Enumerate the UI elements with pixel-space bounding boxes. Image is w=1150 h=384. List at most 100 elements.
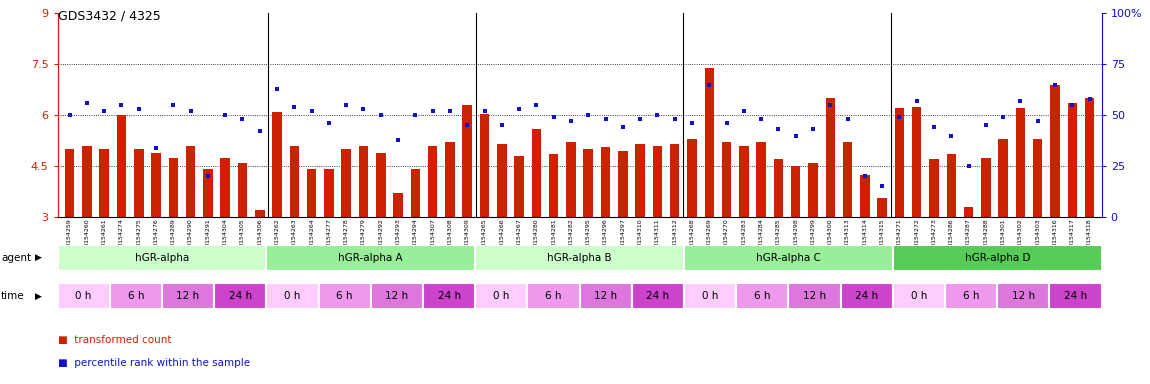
Text: 24 h: 24 h bbox=[229, 291, 252, 301]
Text: time: time bbox=[1, 291, 25, 301]
Bar bbox=[912, 107, 921, 217]
Text: hGR-alpha A: hGR-alpha A bbox=[338, 253, 402, 263]
Text: 6 h: 6 h bbox=[963, 291, 980, 301]
Point bbox=[925, 124, 943, 131]
Bar bbox=[514, 156, 524, 217]
Bar bbox=[370, 283, 423, 309]
Text: ▶: ▶ bbox=[34, 291, 41, 301]
Bar bbox=[169, 157, 178, 217]
Bar bbox=[945, 283, 997, 309]
Point bbox=[61, 112, 79, 118]
Bar bbox=[307, 169, 316, 217]
Text: 12 h: 12 h bbox=[595, 291, 618, 301]
Point bbox=[1045, 81, 1064, 88]
Point bbox=[1011, 98, 1029, 104]
Bar bbox=[186, 146, 196, 217]
Bar bbox=[1015, 108, 1025, 217]
Bar bbox=[600, 147, 611, 217]
Point bbox=[216, 112, 235, 118]
Bar bbox=[273, 112, 282, 217]
Bar bbox=[475, 245, 684, 271]
Point bbox=[268, 86, 286, 92]
Point bbox=[1063, 102, 1081, 108]
Point bbox=[821, 102, 839, 108]
Point bbox=[1028, 118, 1046, 124]
Point bbox=[976, 122, 995, 128]
Bar bbox=[757, 142, 766, 217]
Point bbox=[182, 108, 200, 114]
Bar bbox=[684, 283, 736, 309]
Bar bbox=[58, 283, 109, 309]
Text: 6 h: 6 h bbox=[545, 291, 561, 301]
Bar bbox=[929, 159, 938, 217]
Bar bbox=[1084, 98, 1095, 217]
Text: 24 h: 24 h bbox=[1064, 291, 1087, 301]
Text: 12 h: 12 h bbox=[385, 291, 408, 301]
Bar bbox=[531, 129, 542, 217]
Text: 24 h: 24 h bbox=[856, 291, 879, 301]
Point bbox=[475, 108, 493, 114]
Bar bbox=[423, 283, 475, 309]
Point bbox=[752, 116, 770, 122]
Bar bbox=[705, 68, 714, 217]
Bar bbox=[684, 245, 892, 271]
Bar bbox=[670, 144, 680, 217]
Text: 12 h: 12 h bbox=[176, 291, 200, 301]
Bar bbox=[162, 283, 214, 309]
Point bbox=[683, 120, 702, 126]
Bar bbox=[1033, 139, 1043, 217]
Bar bbox=[580, 283, 631, 309]
Bar bbox=[739, 146, 749, 217]
Bar bbox=[841, 283, 892, 309]
Bar bbox=[109, 283, 162, 309]
Text: ■  percentile rank within the sample: ■ percentile rank within the sample bbox=[58, 358, 250, 368]
Point bbox=[649, 112, 667, 118]
Point bbox=[959, 163, 977, 169]
Bar bbox=[826, 98, 835, 217]
Point bbox=[631, 116, 650, 122]
Bar bbox=[475, 283, 528, 309]
Point bbox=[78, 100, 97, 106]
Point bbox=[302, 108, 321, 114]
Bar bbox=[843, 142, 852, 217]
Text: 12 h: 12 h bbox=[803, 291, 826, 301]
Point bbox=[561, 118, 580, 124]
Bar bbox=[393, 193, 402, 217]
Point bbox=[804, 126, 822, 132]
Point bbox=[597, 116, 615, 122]
Point bbox=[942, 132, 960, 139]
Point bbox=[130, 106, 148, 112]
Bar bbox=[528, 283, 580, 309]
Bar bbox=[808, 163, 818, 217]
Bar bbox=[267, 283, 319, 309]
Bar bbox=[497, 144, 506, 217]
Bar bbox=[267, 245, 475, 271]
Bar bbox=[1067, 103, 1078, 217]
Bar bbox=[152, 152, 161, 217]
Bar bbox=[946, 154, 956, 217]
Bar bbox=[135, 149, 144, 217]
Point bbox=[666, 116, 684, 122]
Bar bbox=[99, 149, 109, 217]
Bar bbox=[981, 157, 990, 217]
Bar bbox=[789, 283, 841, 309]
Point bbox=[994, 114, 1012, 120]
Bar bbox=[549, 154, 559, 217]
Point bbox=[233, 116, 252, 122]
Bar bbox=[688, 139, 697, 217]
Text: 0 h: 0 h bbox=[702, 291, 719, 301]
Bar bbox=[566, 142, 576, 217]
Bar bbox=[238, 163, 247, 217]
Bar bbox=[342, 149, 351, 217]
Point bbox=[890, 114, 908, 120]
Bar bbox=[445, 142, 454, 217]
Point bbox=[1080, 96, 1098, 102]
Bar bbox=[583, 149, 593, 217]
Point bbox=[838, 116, 857, 122]
Text: 6 h: 6 h bbox=[337, 291, 353, 301]
Point bbox=[371, 112, 390, 118]
Bar bbox=[64, 149, 75, 217]
Text: 24 h: 24 h bbox=[437, 291, 461, 301]
Point bbox=[873, 184, 891, 190]
Point bbox=[492, 122, 511, 128]
